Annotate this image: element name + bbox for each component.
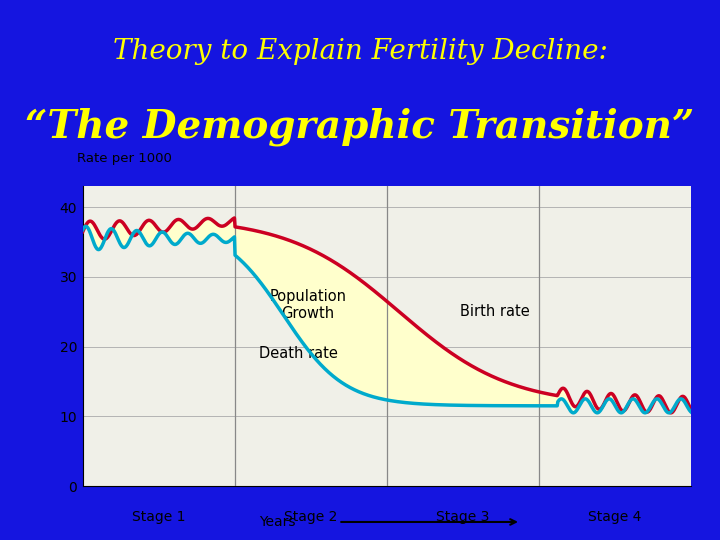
Text: Rate per 1000: Rate per 1000 — [77, 152, 171, 165]
Text: Theory to Explain Fertility Decline:: Theory to Explain Fertility Decline: — [112, 38, 608, 65]
Text: “The Demographic Transition”: “The Demographic Transition” — [25, 108, 695, 146]
Text: Population
Growth: Population Growth — [269, 288, 346, 321]
Text: Stage 4: Stage 4 — [588, 510, 642, 524]
Text: Stage 3: Stage 3 — [436, 510, 490, 524]
Text: Birth rate: Birth rate — [460, 304, 530, 319]
Text: Death rate: Death rate — [259, 346, 338, 361]
Text: Years: Years — [259, 515, 296, 529]
Text: Stage 1: Stage 1 — [132, 510, 186, 524]
Text: Stage 2: Stage 2 — [284, 510, 338, 524]
